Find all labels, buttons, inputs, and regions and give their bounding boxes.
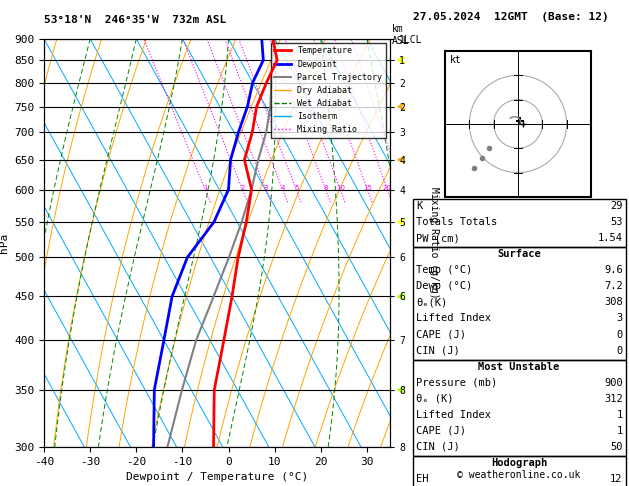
- Text: CIN (J): CIN (J): [416, 346, 460, 356]
- Text: EH: EH: [416, 474, 428, 484]
- Text: θₑ (K): θₑ (K): [416, 394, 454, 404]
- Text: CAPE (J): CAPE (J): [416, 426, 465, 436]
- Text: 7.2: 7.2: [604, 281, 623, 292]
- Text: 3: 3: [616, 313, 623, 324]
- Text: 12: 12: [610, 474, 623, 484]
- Text: θₑ(K): θₑ(K): [416, 297, 447, 308]
- Text: CAPE (J): CAPE (J): [416, 330, 465, 340]
- Text: 1: 1: [616, 426, 623, 436]
- Text: 29: 29: [610, 201, 623, 211]
- Text: Totals Totals: Totals Totals: [416, 217, 497, 227]
- Text: 1: 1: [616, 410, 623, 420]
- Text: 1.54: 1.54: [598, 233, 623, 243]
- Text: 4: 4: [281, 186, 285, 191]
- Text: 27.05.2024  12GMT  (Base: 12): 27.05.2024 12GMT (Base: 12): [413, 12, 608, 22]
- Text: 0: 0: [616, 346, 623, 356]
- Text: kt: kt: [450, 55, 462, 65]
- Text: © weatheronline.co.uk: © weatheronline.co.uk: [457, 470, 581, 480]
- Text: 53: 53: [610, 217, 623, 227]
- Text: 10: 10: [336, 186, 345, 191]
- Y-axis label: hPa: hPa: [0, 233, 9, 253]
- Text: Most Unstable: Most Unstable: [478, 362, 560, 372]
- Text: Dewp (°C): Dewp (°C): [416, 281, 472, 292]
- Text: Temp (°C): Temp (°C): [416, 265, 472, 276]
- Text: km
ASL: km ASL: [392, 24, 409, 46]
- Text: Lifted Index: Lifted Index: [416, 410, 491, 420]
- Text: Surface: Surface: [497, 249, 541, 260]
- Text: 5: 5: [294, 186, 298, 191]
- X-axis label: Dewpoint / Temperature (°C): Dewpoint / Temperature (°C): [126, 472, 308, 483]
- Text: Hodograph: Hodograph: [491, 458, 547, 468]
- Text: 0: 0: [616, 330, 623, 340]
- Text: 50: 50: [610, 442, 623, 452]
- Text: Lifted Index: Lifted Index: [416, 313, 491, 324]
- Text: Pressure (mb): Pressure (mb): [416, 378, 497, 388]
- Text: 308: 308: [604, 297, 623, 308]
- Text: 53°18'N  246°35'W  732m ASL: 53°18'N 246°35'W 732m ASL: [44, 15, 226, 25]
- Text: K: K: [416, 201, 422, 211]
- Text: PW (cm): PW (cm): [416, 233, 460, 243]
- Text: CIN (J): CIN (J): [416, 442, 460, 452]
- Text: 8: 8: [323, 186, 328, 191]
- Text: 900: 900: [604, 378, 623, 388]
- Text: 15: 15: [363, 186, 372, 191]
- Text: 3: 3: [264, 186, 268, 191]
- Text: 20: 20: [383, 186, 392, 191]
- Text: 1: 1: [203, 186, 208, 191]
- Legend: Temperature, Dewpoint, Parcel Trajectory, Dry Adiabat, Wet Adiabat, Isotherm, Mi: Temperature, Dewpoint, Parcel Trajectory…: [271, 43, 386, 138]
- Text: 312: 312: [604, 394, 623, 404]
- Y-axis label: Mixing Ratio (g/kg): Mixing Ratio (g/kg): [429, 187, 439, 299]
- Text: 9.6: 9.6: [604, 265, 623, 276]
- Text: 2: 2: [240, 186, 245, 191]
